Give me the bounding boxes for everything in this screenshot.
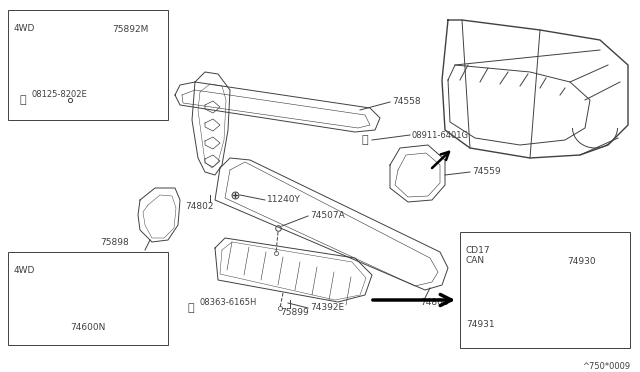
Text: 08911-6401G: 08911-6401G — [412, 131, 469, 140]
Text: Ⓝ: Ⓝ — [362, 135, 369, 145]
Text: 75899: 75899 — [280, 308, 308, 317]
Text: Ⓢ: Ⓢ — [20, 95, 27, 105]
Bar — [8, 10, 168, 120]
Text: 74930: 74930 — [567, 257, 596, 266]
Text: 74600N: 74600N — [70, 323, 106, 332]
Text: 08125-8202E: 08125-8202E — [32, 90, 88, 99]
Text: CD17: CD17 — [466, 246, 491, 255]
Text: 4WD: 4WD — [14, 24, 35, 33]
Text: 74802: 74802 — [185, 202, 214, 211]
Text: 74507A: 74507A — [310, 212, 345, 221]
Text: 74559: 74559 — [472, 167, 500, 176]
Text: CAN: CAN — [466, 256, 485, 265]
Text: 75892M: 75892M — [112, 26, 148, 35]
Text: 11240Y: 11240Y — [267, 196, 301, 205]
Bar — [8, 252, 168, 345]
Text: 4WD: 4WD — [14, 266, 35, 275]
Bar — [460, 232, 630, 348]
Text: 08363-6165H: 08363-6165H — [200, 298, 257, 307]
Text: Ⓢ: Ⓢ — [188, 303, 195, 313]
Text: 74392E: 74392E — [310, 304, 344, 312]
Text: 74558: 74558 — [392, 97, 420, 106]
Text: 75898: 75898 — [100, 238, 129, 247]
Text: ^750*0009: ^750*0009 — [582, 362, 630, 371]
Text: 74803: 74803 — [420, 298, 449, 307]
Text: 74931: 74931 — [466, 320, 495, 329]
